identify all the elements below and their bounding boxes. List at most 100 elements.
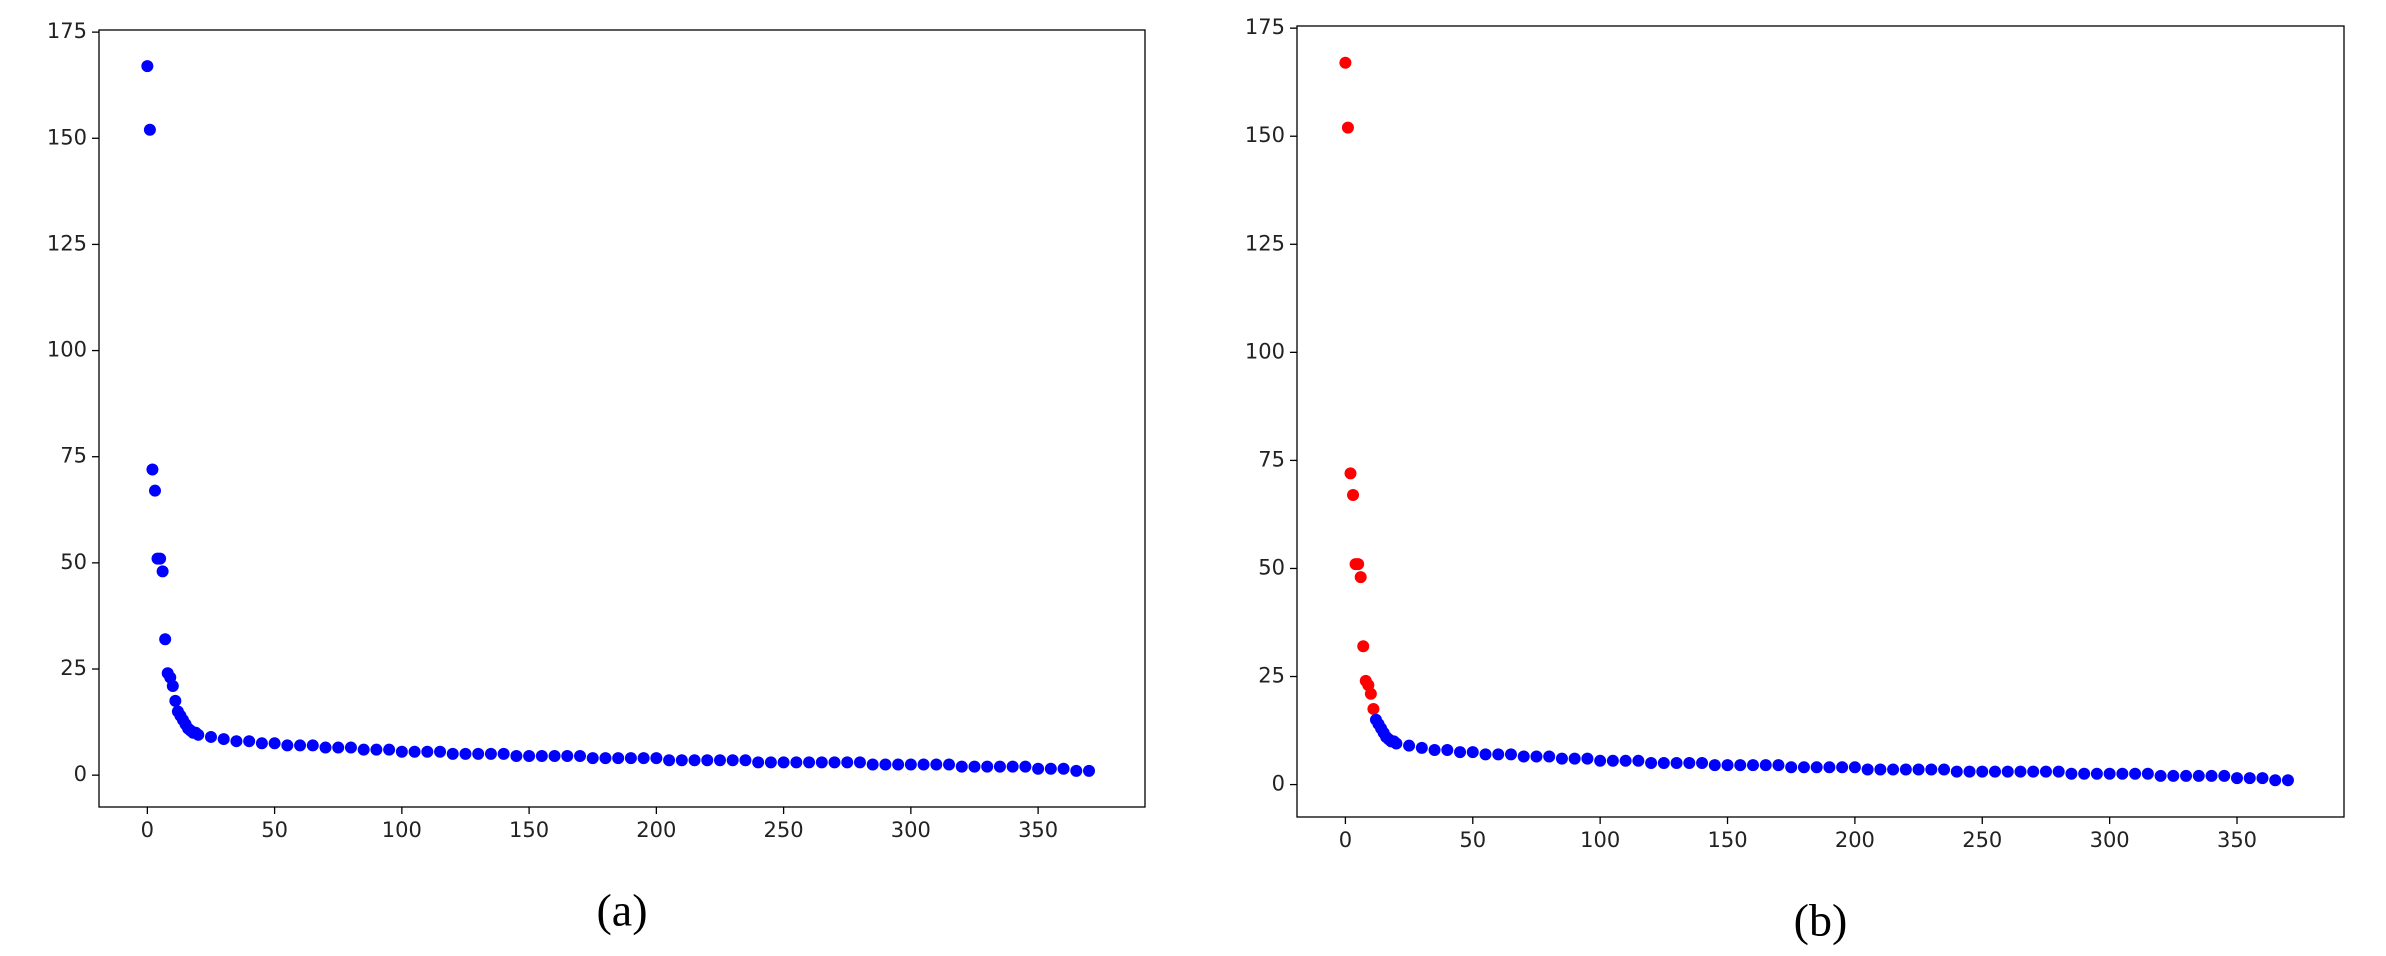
point (1899, 763, 1912, 776)
point (599, 752, 612, 765)
point (148, 484, 161, 497)
point (930, 758, 943, 771)
point (2078, 767, 2091, 780)
point (243, 735, 256, 748)
x-tick-label: 300 (2090, 828, 2130, 852)
point (159, 633, 172, 646)
point (841, 756, 854, 769)
point (459, 747, 472, 760)
point (777, 756, 790, 769)
point (1989, 765, 2001, 778)
point (156, 565, 169, 578)
x-tick-label: 350 (1018, 818, 1058, 842)
axes-frame (98, 29, 1146, 808)
point (726, 754, 739, 767)
point (2231, 772, 2244, 785)
point (574, 750, 587, 763)
point (294, 739, 307, 752)
point (2256, 772, 2269, 785)
point (1504, 748, 1517, 761)
point (1390, 737, 1403, 750)
point (1517, 750, 1530, 763)
point (1403, 739, 1416, 752)
point (955, 760, 968, 773)
y-tick-label: 75 (60, 444, 87, 468)
y-tick-label: 25 (1258, 664, 1285, 688)
point (344, 741, 357, 754)
point (217, 733, 230, 746)
point (904, 758, 917, 771)
point (1938, 763, 1951, 776)
point (2243, 772, 2256, 785)
point (1594, 754, 1607, 767)
point (306, 739, 319, 752)
point (752, 756, 765, 769)
point (2192, 769, 2205, 782)
point (1836, 761, 1849, 774)
point (981, 760, 994, 773)
y-tick-label: 0 (74, 762, 87, 786)
point (1492, 748, 1505, 761)
point (1721, 759, 1734, 772)
point (230, 735, 243, 748)
point (675, 754, 688, 767)
point (548, 750, 561, 763)
x-tick-label: 250 (764, 818, 804, 842)
point (853, 756, 866, 769)
y-tick-label: 175 (47, 19, 87, 43)
point (255, 737, 268, 750)
caption: (b) (1794, 895, 1848, 946)
point (917, 758, 930, 771)
axes-frame (1296, 25, 2345, 818)
point (1950, 765, 1963, 778)
point (2116, 767, 2129, 780)
point (1606, 754, 1619, 767)
point (1543, 750, 1556, 763)
point (1874, 763, 1887, 776)
point (1848, 761, 1861, 774)
point (281, 739, 294, 752)
point (446, 747, 459, 760)
point (2154, 769, 2167, 782)
point (739, 754, 752, 767)
point (1006, 760, 1019, 773)
point (2167, 769, 2180, 782)
y-tick-label: 175 (1245, 15, 1285, 39)
point (523, 750, 536, 763)
point (663, 754, 676, 767)
point (510, 750, 523, 763)
point (357, 743, 370, 756)
point (192, 728, 205, 741)
point (1683, 756, 1696, 769)
point (1976, 765, 1989, 778)
point (1708, 759, 1721, 772)
point (319, 741, 332, 754)
point (2052, 765, 2065, 778)
point (1032, 762, 1045, 775)
point (143, 123, 156, 136)
x-tick-label: 150 (509, 818, 549, 842)
point (943, 758, 956, 771)
x-tick-label: 250 (1962, 828, 2002, 852)
point (1354, 571, 1367, 584)
y-tick-label: 50 (60, 550, 87, 574)
point (1887, 763, 1900, 776)
y-tick-label: 125 (47, 231, 87, 255)
x-tick-label: 350 (2217, 828, 2257, 852)
point (2141, 767, 2154, 780)
point (790, 756, 803, 769)
point (1657, 756, 1670, 769)
point (1912, 763, 1925, 776)
point (2039, 765, 2052, 778)
point (1670, 756, 1683, 769)
point (1568, 752, 1581, 765)
point (1441, 744, 1454, 757)
point (2129, 767, 2142, 780)
point (154, 552, 167, 565)
point (828, 756, 841, 769)
point (2014, 765, 2027, 778)
point (688, 754, 701, 767)
point (701, 754, 714, 767)
x-tick-label: 0 (1339, 828, 1352, 852)
